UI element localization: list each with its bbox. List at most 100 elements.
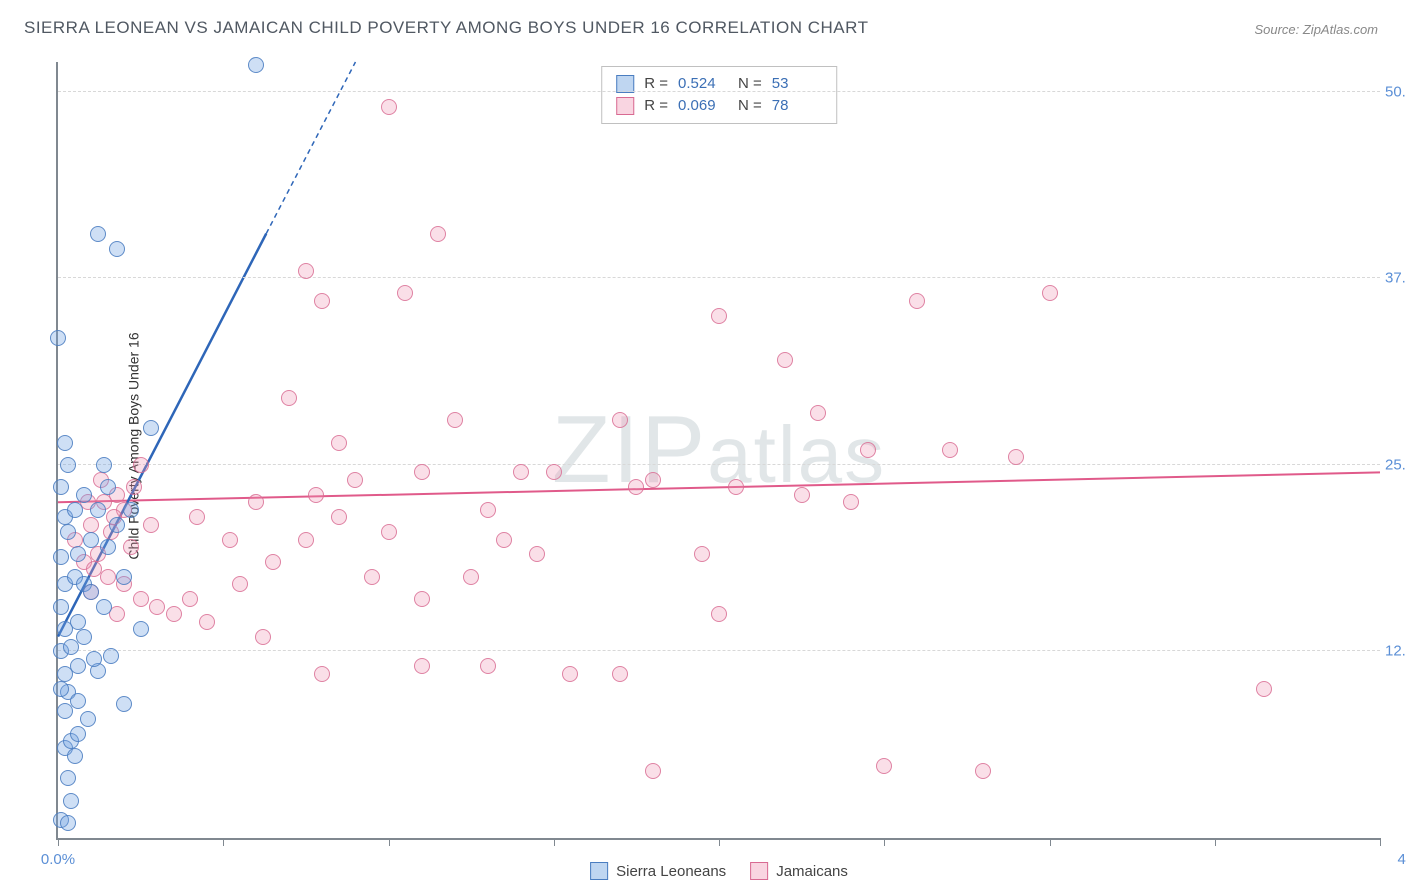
legend-n-pink: 78 <box>772 95 822 117</box>
scatter-point-blue <box>116 569 132 585</box>
trend-lines-layer <box>58 62 1380 838</box>
gridline-h <box>58 91 1380 92</box>
scatter-point-blue <box>53 479 69 495</box>
scatter-point-pink <box>1042 285 1058 301</box>
scatter-point-pink <box>414 658 430 674</box>
xtick-label: 0.0% <box>41 851 75 868</box>
swatch-blue-icon <box>590 862 608 880</box>
scatter-point-pink <box>612 666 628 682</box>
scatter-point-pink <box>529 546 545 562</box>
scatter-point-pink <box>143 517 159 533</box>
scatter-point-blue <box>60 770 76 786</box>
scatter-point-pink <box>1256 681 1272 697</box>
scatter-point-pink <box>546 464 562 480</box>
scatter-point-blue <box>96 599 112 615</box>
scatter-point-blue <box>70 726 86 742</box>
scatter-point-blue <box>67 748 83 764</box>
scatter-point-blue <box>100 539 116 555</box>
scatter-point-pink <box>975 763 991 779</box>
scatter-point-pink <box>248 494 264 510</box>
legend-item-blue: Sierra Leoneans <box>590 862 726 880</box>
scatter-point-pink <box>298 532 314 548</box>
legend-n-label: N = <box>738 95 762 117</box>
scatter-point-blue <box>63 639 79 655</box>
scatter-point-blue <box>90 502 106 518</box>
scatter-point-pink <box>381 524 397 540</box>
scatter-point-blue <box>70 658 86 674</box>
scatter-point-pink <box>414 591 430 607</box>
scatter-point-pink <box>777 352 793 368</box>
scatter-point-pink <box>480 658 496 674</box>
scatter-point-pink <box>381 99 397 115</box>
scatter-point-pink <box>414 464 430 480</box>
scatter-point-pink <box>810 405 826 421</box>
scatter-point-blue <box>63 793 79 809</box>
scatter-point-pink <box>860 442 876 458</box>
scatter-point-blue <box>53 549 69 565</box>
scatter-point-pink <box>480 502 496 518</box>
xtick <box>1380 838 1381 846</box>
xtick <box>719 838 720 846</box>
scatter-point-pink <box>314 293 330 309</box>
legend-row-pink: R = 0.069 N = 78 <box>616 95 822 117</box>
scatter-point-pink <box>794 487 810 503</box>
chart-title: SIERRA LEONEAN VS JAMAICAN CHILD POVERTY… <box>24 18 868 38</box>
scatter-point-blue <box>57 703 73 719</box>
scatter-point-blue <box>143 420 159 436</box>
scatter-point-pink <box>86 561 102 577</box>
scatter-point-pink <box>694 546 710 562</box>
ytick-label: 25.0% <box>1385 456 1406 473</box>
swatch-pink <box>616 97 634 115</box>
scatter-point-blue <box>60 457 76 473</box>
scatter-point-pink <box>645 472 661 488</box>
scatter-point-pink <box>255 629 271 645</box>
scatter-point-pink <box>298 263 314 279</box>
legend-r-pink: 0.069 <box>678 95 728 117</box>
scatter-point-blue <box>76 487 92 503</box>
scatter-point-blue <box>116 696 132 712</box>
source-attribution: Source: ZipAtlas.com <box>1254 22 1378 37</box>
scatter-point-pink <box>166 606 182 622</box>
scatter-point-blue <box>70 693 86 709</box>
scatter-point-blue <box>100 479 116 495</box>
scatter-point-pink <box>942 442 958 458</box>
xtick <box>1050 838 1051 846</box>
scatter-point-pink <box>133 457 149 473</box>
scatter-point-pink <box>308 487 324 503</box>
scatter-point-pink <box>876 758 892 774</box>
scatter-point-blue <box>86 651 102 667</box>
scatter-point-pink <box>909 293 925 309</box>
legend-correlation: R = 0.524 N = 53 R = 0.069 N = 78 <box>601 66 837 124</box>
scatter-point-pink <box>331 435 347 451</box>
legend-item-pink: Jamaicans <box>750 862 848 880</box>
scatter-point-blue <box>109 241 125 257</box>
scatter-point-blue <box>60 815 76 831</box>
scatter-point-blue <box>123 502 139 518</box>
scatter-point-blue <box>53 681 69 697</box>
legend-label-pink: Jamaicans <box>776 863 848 880</box>
scatter-point-blue <box>76 629 92 645</box>
scatter-point-pink <box>728 479 744 495</box>
scatter-point-blue <box>53 599 69 615</box>
xtick <box>884 838 885 846</box>
legend-label-blue: Sierra Leoneans <box>616 863 726 880</box>
scatter-point-pink <box>711 308 727 324</box>
scatter-point-pink <box>347 472 363 488</box>
gridline-h <box>58 277 1380 278</box>
scatter-point-blue <box>70 614 86 630</box>
scatter-point-blue <box>109 517 125 533</box>
scatter-point-pink <box>628 479 644 495</box>
scatter-point-pink <box>199 614 215 630</box>
scatter-point-pink <box>1008 449 1024 465</box>
scatter-point-pink <box>397 285 413 301</box>
scatter-point-pink <box>182 591 198 607</box>
xtick-label: 40.0% <box>1397 851 1406 868</box>
ytick-label: 50.0% <box>1385 83 1406 100</box>
scatter-point-blue <box>60 524 76 540</box>
scatter-point-pink <box>513 464 529 480</box>
scatter-point-pink <box>83 517 99 533</box>
scatter-point-pink <box>612 412 628 428</box>
scatter-point-pink <box>149 599 165 615</box>
scatter-point-blue <box>70 546 86 562</box>
scatter-point-pink <box>281 390 297 406</box>
